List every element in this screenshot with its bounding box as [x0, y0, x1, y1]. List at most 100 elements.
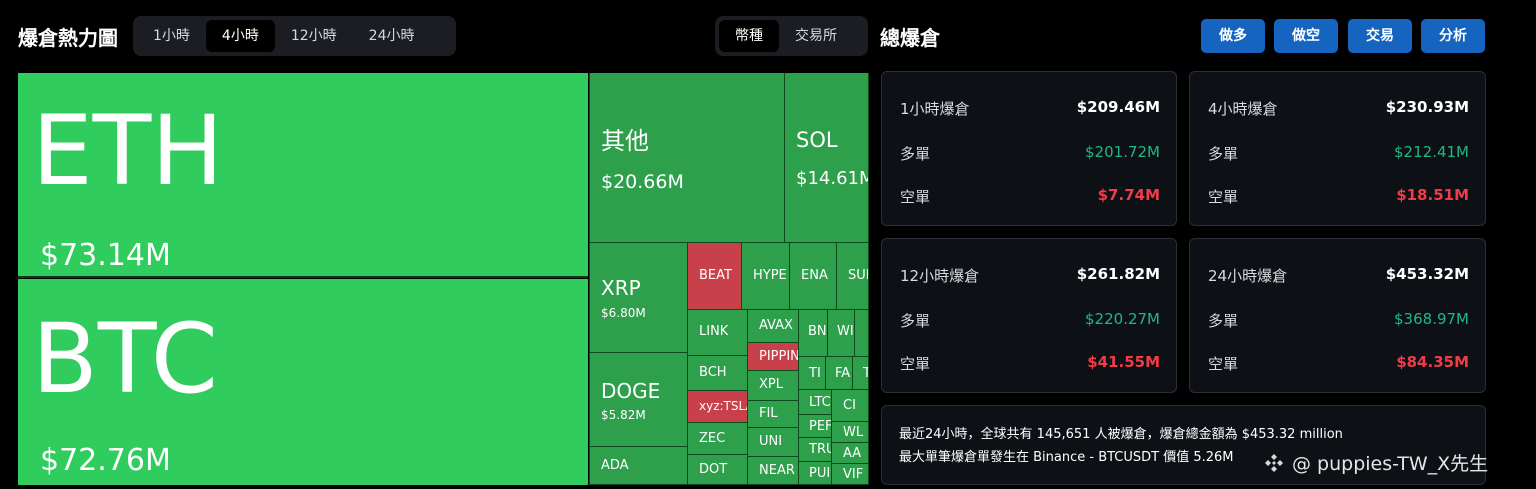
treemap-cell-pef[interactable]: PEF — [799, 415, 832, 438]
treemap-cell-uni[interactable]: UNI — [748, 428, 799, 457]
t-symbol: T — [863, 366, 868, 381]
beat-symbol: BEAT — [699, 268, 732, 283]
group-by-tabs: 幣種 交易所 — [715, 16, 868, 56]
binance-logo-icon — [1265, 453, 1283, 472]
tab-24h[interactable]: 24小時 — [368, 28, 415, 44]
other-symbol: 其他 — [601, 127, 649, 155]
treemap-cell-link[interactable]: LINK — [688, 310, 748, 356]
treemap-cell-ltc[interactable]: LTC — [799, 390, 832, 415]
treemap-cell-pippin[interactable]: PIPPIN — [748, 343, 799, 371]
treemap-cell-btc[interactable]: BTC $72.76M — [18, 279, 588, 485]
treemap-cell-other[interactable]: 其他 $20.66M — [589, 73, 785, 243]
tab-coin[interactable]: 幣種 — [719, 20, 779, 52]
fil-symbol: FIL — [759, 406, 778, 421]
card-24h-long: $368.97M — [1394, 310, 1469, 328]
card-24h-short-label: 空單 — [1208, 355, 1239, 373]
ti-symbol: TI — [809, 366, 821, 381]
treemap-cell-ena[interactable]: ENA — [790, 243, 837, 310]
xpl-symbol: XPL — [759, 377, 783, 392]
treemap-cell-aa[interactable]: AA — [832, 443, 869, 464]
treemap-cell-fa[interactable]: FA — [826, 357, 853, 390]
link-symbol: LINK — [699, 324, 729, 339]
eth-symbol: ETH — [32, 95, 224, 207]
avax-symbol: AVAX — [759, 318, 793, 333]
card-24h: 24小時爆倉 $453.32M 多單 $368.97M 空單 $84.35M — [1189, 238, 1486, 393]
card-1h-long: $201.72M — [1085, 143, 1160, 161]
hype-symbol: HYPE — [753, 268, 787, 283]
card-4h: 4小時爆倉 $230.93M 多單 $212.41M 空單 $18.51M — [1189, 71, 1486, 226]
treemap-cell-xpl[interactable]: XPL — [748, 371, 799, 401]
card-24h-short: $84.35M — [1396, 353, 1469, 371]
sol-symbol: SOL — [796, 128, 838, 152]
analysis-button[interactable]: 分析 — [1421, 19, 1485, 53]
other-value: $20.66M — [601, 171, 684, 193]
card-12h-long: $220.27M — [1085, 310, 1160, 328]
long-button[interactable]: 做多 — [1201, 19, 1265, 53]
sol-value: $14.61M — [796, 168, 869, 189]
tru-symbol: TRU — [809, 442, 831, 457]
treemap-cell-beat[interactable]: BEAT — [688, 243, 742, 310]
tab-12h[interactable]: 12小時 — [290, 28, 337, 44]
treemap-cell-bch[interactable]: BCH — [688, 356, 748, 391]
xyz-tsla-symbol: xyz:TSLA — [699, 399, 747, 413]
total-liquidation-title: 總爆倉 — [880, 26, 940, 50]
fa-symbol: FA — [835, 366, 851, 381]
treemap-cell-near[interactable]: NEAR — [748, 457, 799, 485]
card-1h-short-label: 空單 — [900, 188, 931, 206]
liquidation-treemap: ETH $73.14M BTC $72.76M 其他 $20.66M SOL $… — [18, 73, 869, 485]
card-4h-short-label: 空單 — [1208, 188, 1239, 206]
pef-symbol: PEF — [809, 419, 832, 434]
btc-value: $72.76M — [40, 443, 171, 478]
ada-symbol: ADA — [601, 458, 629, 473]
sui-symbol: SUI — [848, 268, 869, 283]
treemap-cell-hype[interactable]: HYPE — [742, 243, 790, 310]
tab-exchange[interactable]: 交易所 — [795, 28, 837, 44]
summary-line-1: 最近24小時，全球共有 145,651 人被爆倉，爆倉總金額為 $453.32 … — [899, 427, 1343, 442]
treemap-cell-ti[interactable]: TI — [799, 357, 826, 390]
treemap-cell-bn[interactable]: BN — [799, 310, 828, 357]
tab-4h[interactable]: 4小時 — [205, 20, 275, 52]
uni-symbol: UNI — [759, 434, 783, 449]
bn-symbol: BN — [808, 324, 827, 339]
treemap-cell-doge[interactable]: DOGE $5.82M — [589, 353, 688, 447]
treemap-cell-zec[interactable]: ZEC — [688, 423, 748, 455]
card-4h-short: $18.51M — [1396, 186, 1469, 204]
summary-line-2: 最大單筆爆倉單發生在 Binance - BTCUSDT 價值 5.26M — [899, 450, 1234, 465]
treemap-cell-wl[interactable]: WL — [832, 422, 869, 443]
treemap-cell-xyz-tsla[interactable]: xyz:TSLA — [688, 391, 748, 423]
ci-symbol: CI — [843, 398, 856, 413]
near-symbol: NEAR — [759, 463, 795, 478]
treemap-cell-ada[interactable]: ADA — [589, 447, 688, 485]
card-1h: 1小時爆倉 $209.46M 多單 $201.72M 空單 $7.74M — [881, 71, 1177, 226]
treemap-cell-wi[interactable]: WI — [828, 310, 855, 357]
treemap-cell-tru[interactable]: TRU — [799, 438, 832, 462]
vif-symbol: VIF — [843, 467, 864, 482]
watermark-text: @ puppies-TW_X先生 — [1292, 453, 1489, 475]
card-12h-title: 12小時爆倉 — [900, 267, 980, 285]
xrp-value: $6.80M — [601, 306, 646, 320]
short-button[interactable]: 做空 — [1274, 19, 1338, 53]
treemap-cell-eth[interactable]: ETH $73.14M — [18, 73, 588, 278]
card-4h-long-label: 多單 — [1208, 145, 1239, 163]
card-12h-total: $261.82M — [1076, 265, 1160, 283]
card-1h-long-label: 多單 — [900, 145, 931, 163]
dot-symbol: DOT — [699, 462, 728, 477]
tab-1h[interactable]: 1小時 — [153, 28, 190, 44]
summary-panel: 最近24小時，全球共有 145,651 人被爆倉，爆倉總金額為 $453.32 … — [881, 405, 1486, 485]
treemap-cell-avax[interactable]: AVAX — [748, 310, 799, 343]
wl-symbol: WL — [843, 425, 864, 440]
treemap-cell-vif[interactable]: VIF — [832, 464, 869, 485]
treemap-cell-ci[interactable]: CI — [832, 390, 869, 422]
trade-button[interactable]: 交易 — [1348, 19, 1412, 53]
watermark: @ puppies-TW_X先生 — [1262, 449, 1488, 476]
treemap-cell-dot[interactable]: DOT — [688, 455, 748, 485]
treemap-cell-fil[interactable]: FIL — [748, 401, 799, 428]
treemap-cell-sol[interactable]: SOL $14.61M — [785, 73, 869, 243]
treemap-cell-sui[interactable]: SUI — [837, 243, 869, 310]
treemap-cell-tiny[interactable] — [855, 310, 869, 357]
treemap-cell-t[interactable]: T — [853, 357, 869, 390]
treemap-cell-pui[interactable]: PUI — [799, 462, 832, 485]
btc-symbol: BTC — [32, 303, 218, 415]
treemap-cell-xrp[interactable]: XRP $6.80M — [589, 243, 688, 353]
heatmap-title: 爆倉熱力圖 — [18, 26, 118, 50]
